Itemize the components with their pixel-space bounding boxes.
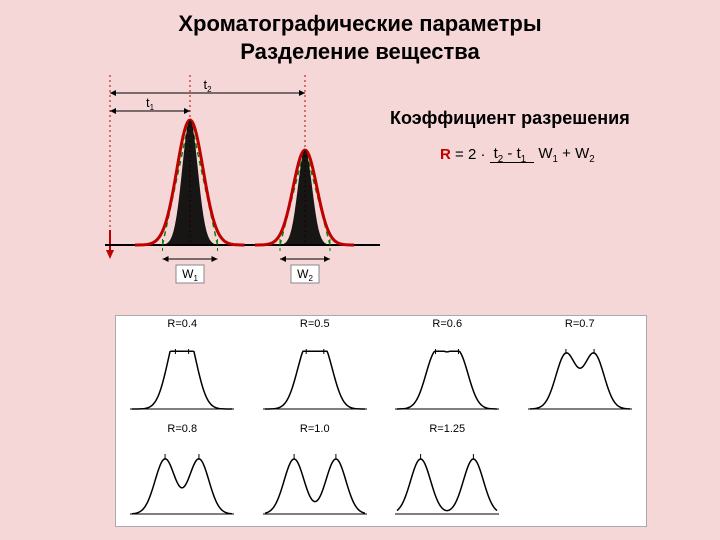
resolution-example: R=0.6 xyxy=(381,316,514,421)
formula-eq: = 2 · xyxy=(455,146,490,163)
svg-text:t1: t1 xyxy=(146,95,155,112)
formula-numerator: t2 - t1 xyxy=(490,145,535,163)
svg-text:t2: t2 xyxy=(203,77,212,94)
title-line-1: Хроматографические параметры xyxy=(0,10,720,38)
formula-R: R xyxy=(440,146,451,163)
resolution-example: R=1.0 xyxy=(249,421,382,526)
resolution-example: R=0.4 xyxy=(116,316,249,421)
formula-denominator: W1 + W2 xyxy=(534,145,598,162)
title-line-2: Разделение вещества xyxy=(0,38,720,66)
resolution-example: R=0.5 xyxy=(249,316,382,421)
page-title: Хроматографические параметры Разделение … xyxy=(0,0,720,65)
formula-fraction: t2 - t1 W1 + W2 xyxy=(490,145,599,165)
resolution-row-1: R=0.4R=0.5R=0.6R=0.7 xyxy=(116,316,646,421)
main-chromatogram: W1W2t1t2 xyxy=(80,75,400,295)
resolution-row-2: R=0.8R=1.0R=1.25 xyxy=(116,421,646,526)
resolution-example: R=0.7 xyxy=(514,316,647,421)
resolution-example: R=0.8 xyxy=(116,421,249,526)
resolution-example: R=1.25 xyxy=(381,421,514,526)
resolution-heading: Коэффициент разрешения xyxy=(390,108,630,129)
resolution-examples-panel: R=0.4R=0.5R=0.6R=0.7 R=0.8R=1.0R=1.25 xyxy=(115,315,647,527)
resolution-formula: R = 2 · t2 - t1 W1 + W2 xyxy=(440,145,599,165)
